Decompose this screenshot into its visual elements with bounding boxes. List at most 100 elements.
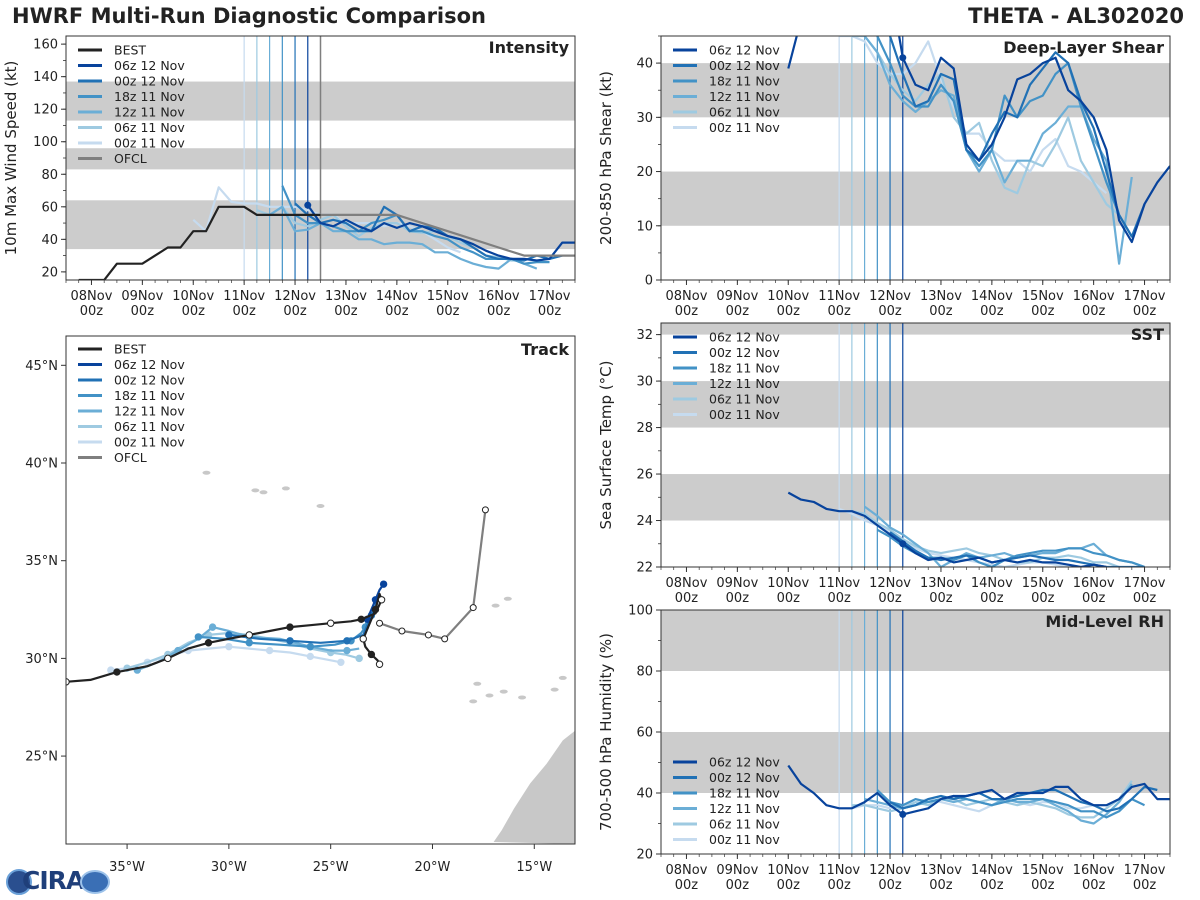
- sst-legend-label-4: 06z 11 Nov: [709, 392, 780, 407]
- sst-legend-label-0: 06z 12 Nov: [709, 330, 780, 345]
- sst-xtick-top-2: 10Nov: [767, 576, 809, 591]
- track-best-point: [326, 619, 335, 627]
- rh-ytick-label-0: 20: [636, 848, 653, 863]
- rh-xtick-top-6: 14Nov: [971, 863, 1013, 878]
- track-series-1-point: [225, 631, 233, 639]
- intensity-ytick-label-4: 100: [33, 135, 58, 150]
- intensity-frame: [65, 35, 576, 281]
- shear-legend-label-3: 12z 11 Nov: [709, 89, 780, 104]
- sst-xtick-bottom-2: 00z: [777, 591, 801, 606]
- track-legend-label-0: BEST: [114, 342, 146, 357]
- rh-ytick-label-2: 60: [636, 726, 653, 741]
- shear-xtick-top-1: 09Nov: [716, 289, 758, 304]
- rh-ytick-label-4: 100: [628, 604, 653, 619]
- shear-xtick-bottom-3: 00z: [827, 304, 851, 319]
- track-series-3-point: [343, 646, 351, 655]
- shear-ytick-label-4: 40: [636, 57, 653, 72]
- sst-xtick-top-1: 09Nov: [716, 576, 758, 591]
- intensity-xtick-bottom-0: 00z: [80, 304, 104, 319]
- intensity-ylabel: 10m Max Wind Speed (kt): [2, 61, 20, 256]
- shear-xtick-top-8: 16Nov: [1073, 289, 1115, 304]
- track-series-3: [136, 625, 360, 672]
- rh-legend-label-1: 00z 12 Nov: [709, 770, 780, 785]
- track-ofcl-point: [481, 506, 489, 514]
- island-2: [259, 490, 268, 495]
- track-ofcl-point: [424, 631, 432, 639]
- shear-series-0: [787, 36, 1170, 244]
- rh-series-1: [889, 785, 1158, 813]
- track-best-point: [113, 668, 121, 676]
- track-legend-label-2: 00z 12 Nov: [114, 373, 185, 388]
- sst-band-2: [661, 323, 1170, 335]
- shear-xtick-bottom-5: 00z: [929, 304, 953, 319]
- rh-xtick-bottom-7: 00z: [1031, 878, 1055, 893]
- island-6: [503, 596, 512, 601]
- rh-title: Mid-Level RH: [1045, 612, 1164, 631]
- track-lat-label-3: 40°N: [25, 457, 58, 472]
- shear-xtick-bottom-1: 00z: [726, 304, 750, 319]
- track-best-point: [245, 631, 253, 639]
- sst-ytick-label-3: 28: [636, 421, 653, 436]
- sst-band-0: [661, 474, 1170, 521]
- shear-legend-label-4: 06z 11 Nov: [709, 105, 780, 120]
- rh-band-1: [661, 610, 1170, 671]
- track-legend-label-4: 12z 11 Nov: [114, 404, 185, 419]
- shear-xtick-top-5: 13Nov: [920, 289, 962, 304]
- island-11: [558, 675, 567, 680]
- shear-band-0: [661, 171, 1170, 226]
- sst-ylabel: Sea Surface Temp (°C): [597, 360, 615, 529]
- sst-series-3: [863, 505, 1145, 567]
- intensity-legend-label-4: 12z 11 Nov: [114, 105, 185, 120]
- track-lon-label-1: 30°W: [211, 860, 247, 875]
- shear-xtick-bottom-2: 00z: [777, 304, 801, 319]
- track-series-2-point: [194, 633, 203, 641]
- sst-panel: 22242628303208Nov00z09Nov00z10Nov00z11No…: [597, 322, 1171, 606]
- rh-xtick-top-5: 13Nov: [920, 863, 962, 878]
- intensity-best-line: [78, 205, 321, 280]
- track-legend-label-1: 06z 12 Nov: [114, 357, 185, 372]
- track-series-4: [126, 631, 360, 670]
- island-10: [550, 687, 559, 692]
- track-series-0-point: [379, 580, 388, 588]
- intensity-panel: 2040608010012014016008Nov00z09Nov00z10No…: [2, 35, 576, 319]
- intensity-xtick-top-9: 17Nov: [529, 289, 571, 304]
- sst-title: SST: [1131, 325, 1164, 344]
- shear-xtick-top-9: 17Nov: [1124, 289, 1166, 304]
- island-4: [202, 470, 211, 475]
- track-best-point: [359, 635, 367, 643]
- rh-init-marker: [899, 810, 907, 818]
- intensity-xtick-top-8: 16Nov: [478, 289, 520, 304]
- sst-xtick-top-4: 12Nov: [869, 576, 911, 591]
- intensity-series-3: [269, 205, 538, 270]
- rh-series-2: [876, 789, 1145, 819]
- sst-xtick-bottom-5: 00z: [929, 591, 953, 606]
- track-ofcl: [379, 509, 487, 640]
- logo-globe-icon: [6, 869, 32, 895]
- intensity-ofcl-line: [320, 213, 575, 257]
- sst-xtick-bottom-3: 00z: [827, 591, 851, 606]
- track-legend-label-6: 00z 11 Nov: [114, 435, 185, 450]
- island-9: [518, 695, 527, 700]
- shear-xtick-bottom-8: 00z: [1082, 304, 1106, 319]
- track-title: Track: [521, 340, 569, 359]
- rh-series-0: [787, 764, 1170, 816]
- shear-title: Deep-Layer Shear: [1003, 38, 1164, 57]
- intensity-legend-label-6: 00z 11 Nov: [114, 136, 185, 151]
- intensity-xtick-bottom-5: 00z: [334, 304, 358, 319]
- shear-init-marker: [899, 54, 907, 62]
- track-lat-label-1: 30°N: [25, 652, 58, 667]
- sst-xtick-bottom-6: 00z: [980, 591, 1004, 606]
- intensity-ytick-label-1: 40: [41, 233, 58, 248]
- intensity-xtick-bottom-3: 00z: [232, 304, 256, 319]
- track-ofcl-point: [469, 604, 477, 612]
- track-lat-label-4: 45°N: [25, 359, 58, 374]
- sst-xtick-top-6: 14Nov: [971, 576, 1013, 591]
- intensity-xtick-bottom-8: 00z: [487, 304, 511, 319]
- intensity-xtick-top-7: 15Nov: [427, 289, 469, 304]
- intensity-xtick-bottom-4: 00z: [283, 304, 307, 319]
- intensity-ytick-label-6: 140: [33, 70, 58, 85]
- shear-frame: [660, 35, 1171, 281]
- shear-ytick-label-2: 20: [636, 165, 653, 180]
- sst-xtick-bottom-8: 00z: [1082, 591, 1106, 606]
